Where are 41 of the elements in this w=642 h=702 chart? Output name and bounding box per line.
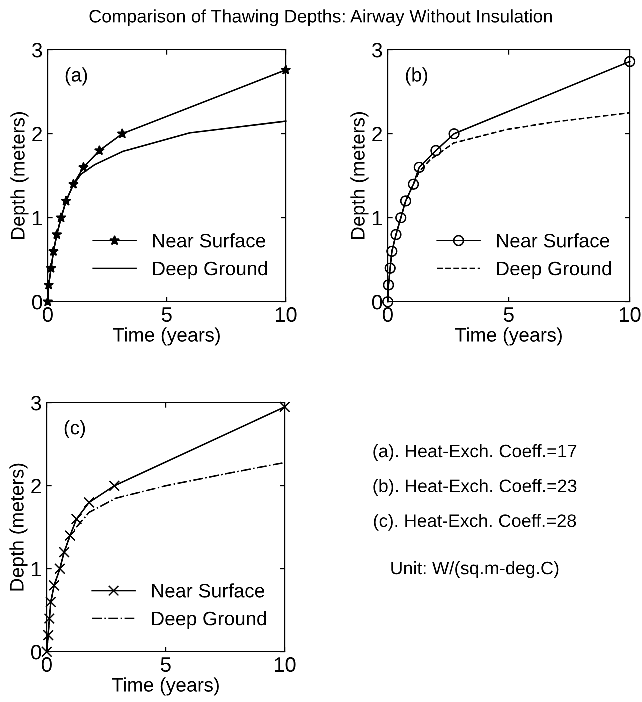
x-tick-label: 0 — [383, 307, 393, 322]
y-tick-label: 3 — [32, 43, 42, 58]
x-axis-title: Time (years) — [455, 328, 562, 346]
legend-label: Near Surface — [497, 234, 610, 248]
legend-label: Deep Ground — [153, 261, 268, 280]
x-axis-title: Time (years) — [112, 678, 219, 696]
annotation: (b) — [406, 68, 428, 86]
x-tick-label: 5 — [161, 658, 171, 672]
y-tick-label: 0 — [31, 645, 42, 660]
text: (a). Heat-Exch. Coeff.=17 — [374, 444, 577, 462]
annotation: (a) — [66, 68, 88, 86]
x-tick-label: 0 — [42, 657, 52, 672]
legend-label: Near Surface — [152, 584, 264, 598]
y-axis-title: Depth (meters) — [350, 112, 369, 240]
x-tick-label: 0 — [43, 307, 53, 322]
y-tick-label: 2 — [32, 479, 42, 494]
x-tick-label: 10 — [275, 657, 296, 672]
y-tick-label: 2 — [32, 127, 42, 142]
y-tick-label: 1 — [33, 211, 42, 226]
chart-title: Comparison of Thawing Depths: Airway Without Insulation — [90, 10, 552, 26]
y-axis-title: Depth (meters) — [10, 112, 29, 240]
y-tick-label: 3 — [31, 396, 42, 411]
y-axis-title: Depth (meters) — [10, 464, 28, 591]
y-tick-label: 3 — [372, 43, 382, 58]
x-tick-label: 10 — [276, 307, 297, 322]
x-tick-label: 5 — [504, 308, 514, 322]
text: (b). Heat-Exch. Coeff.=23 — [374, 479, 577, 496]
x-axis-title: Time (years) — [113, 328, 220, 346]
x-tick-label: 5 — [162, 308, 172, 322]
y-tick-label: 1 — [373, 211, 382, 226]
x-tick-label: 10 — [620, 307, 641, 322]
text: (c). Heat-Exch. Coeff.=28 — [374, 514, 576, 531]
annotation: (c) — [64, 420, 86, 439]
legend-label: Near Surface — [153, 234, 266, 248]
y-tick-label: 0 — [372, 295, 382, 310]
y-tick-label: 2 — [372, 127, 382, 142]
text: Unit: W/(sq.m-deg.C) — [392, 561, 559, 578]
y-tick-label: 0 — [32, 295, 42, 310]
y-tick-label: 1 — [32, 562, 42, 577]
legend-label: Deep Ground — [152, 611, 266, 630]
legend-label: Deep Ground — [497, 261, 612, 280]
